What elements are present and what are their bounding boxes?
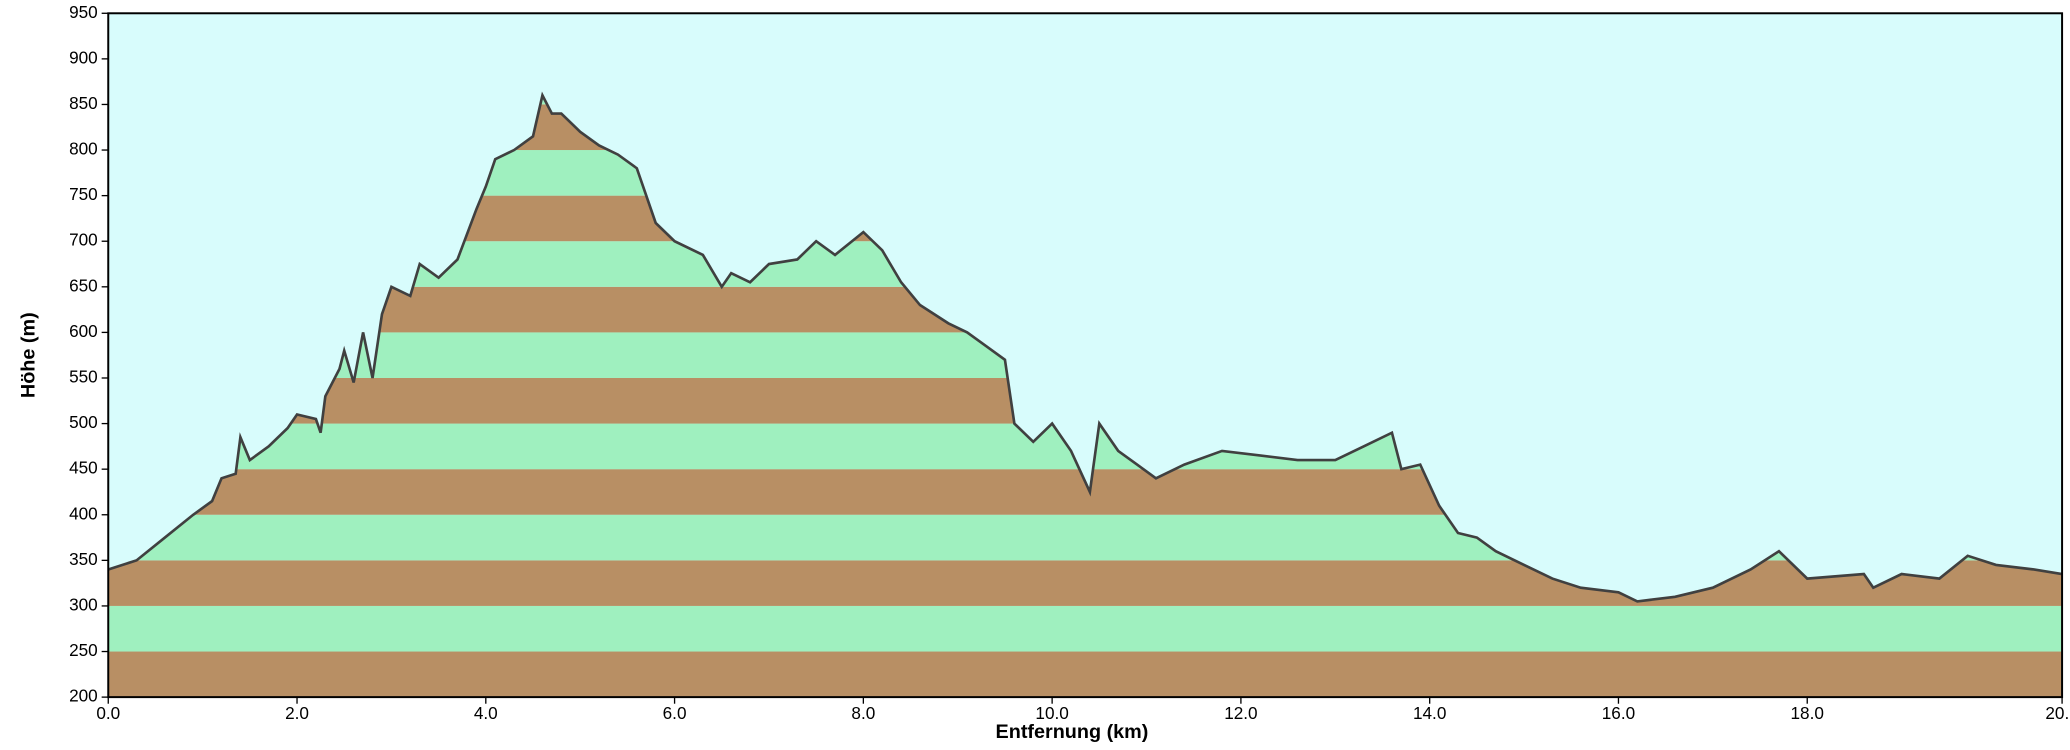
- y-axis-title: Höhe (m): [17, 312, 39, 398]
- y-tick-label: 500: [69, 412, 98, 432]
- x-tick-label: 20.7: [2045, 703, 2070, 723]
- band: [108, 560, 2063, 606]
- y-tick-label: 850: [69, 93, 98, 113]
- y-tick-label: 300: [69, 594, 98, 614]
- x-axis-title: Entfernung (km): [996, 721, 1149, 743]
- y-tick-label: 350: [69, 549, 98, 569]
- y-tick-label: 600: [69, 321, 98, 341]
- plot-frame: [107, 12, 2064, 699]
- x-tick-label: 10.0: [1035, 703, 1068, 723]
- x-tick-label: 14.0: [1413, 703, 1446, 723]
- y-tick-label: 650: [69, 275, 98, 295]
- band: [108, 605, 2063, 652]
- x-tick-label: 18.0: [1791, 703, 1824, 723]
- x-tick-label: 4.0: [474, 703, 498, 723]
- x-tick-label: 6.0: [663, 703, 687, 723]
- y-tick-label: 900: [69, 47, 98, 67]
- x-tick-label: 0.0: [96, 703, 120, 723]
- profile-line: [107, 91, 2063, 603]
- y-tick-label: 200: [69, 686, 98, 706]
- y-tick-label: 750: [69, 184, 98, 204]
- y-tick-label: 550: [69, 367, 98, 387]
- y-tick-label: 950: [69, 2, 98, 22]
- x-tick-label: 2.0: [285, 703, 309, 723]
- x-tick-label: 12.0: [1224, 703, 1257, 723]
- y-tick-label: 800: [69, 139, 98, 159]
- y-tick-label: 400: [69, 503, 98, 523]
- y-tick-label: 250: [69, 640, 98, 660]
- y-tick-label: 450: [69, 458, 98, 478]
- x-tick-label: 16.0: [1602, 703, 1635, 723]
- y-tick-label: 700: [69, 230, 98, 250]
- band: [108, 651, 2063, 698]
- x-tick-label: 8.0: [851, 703, 875, 723]
